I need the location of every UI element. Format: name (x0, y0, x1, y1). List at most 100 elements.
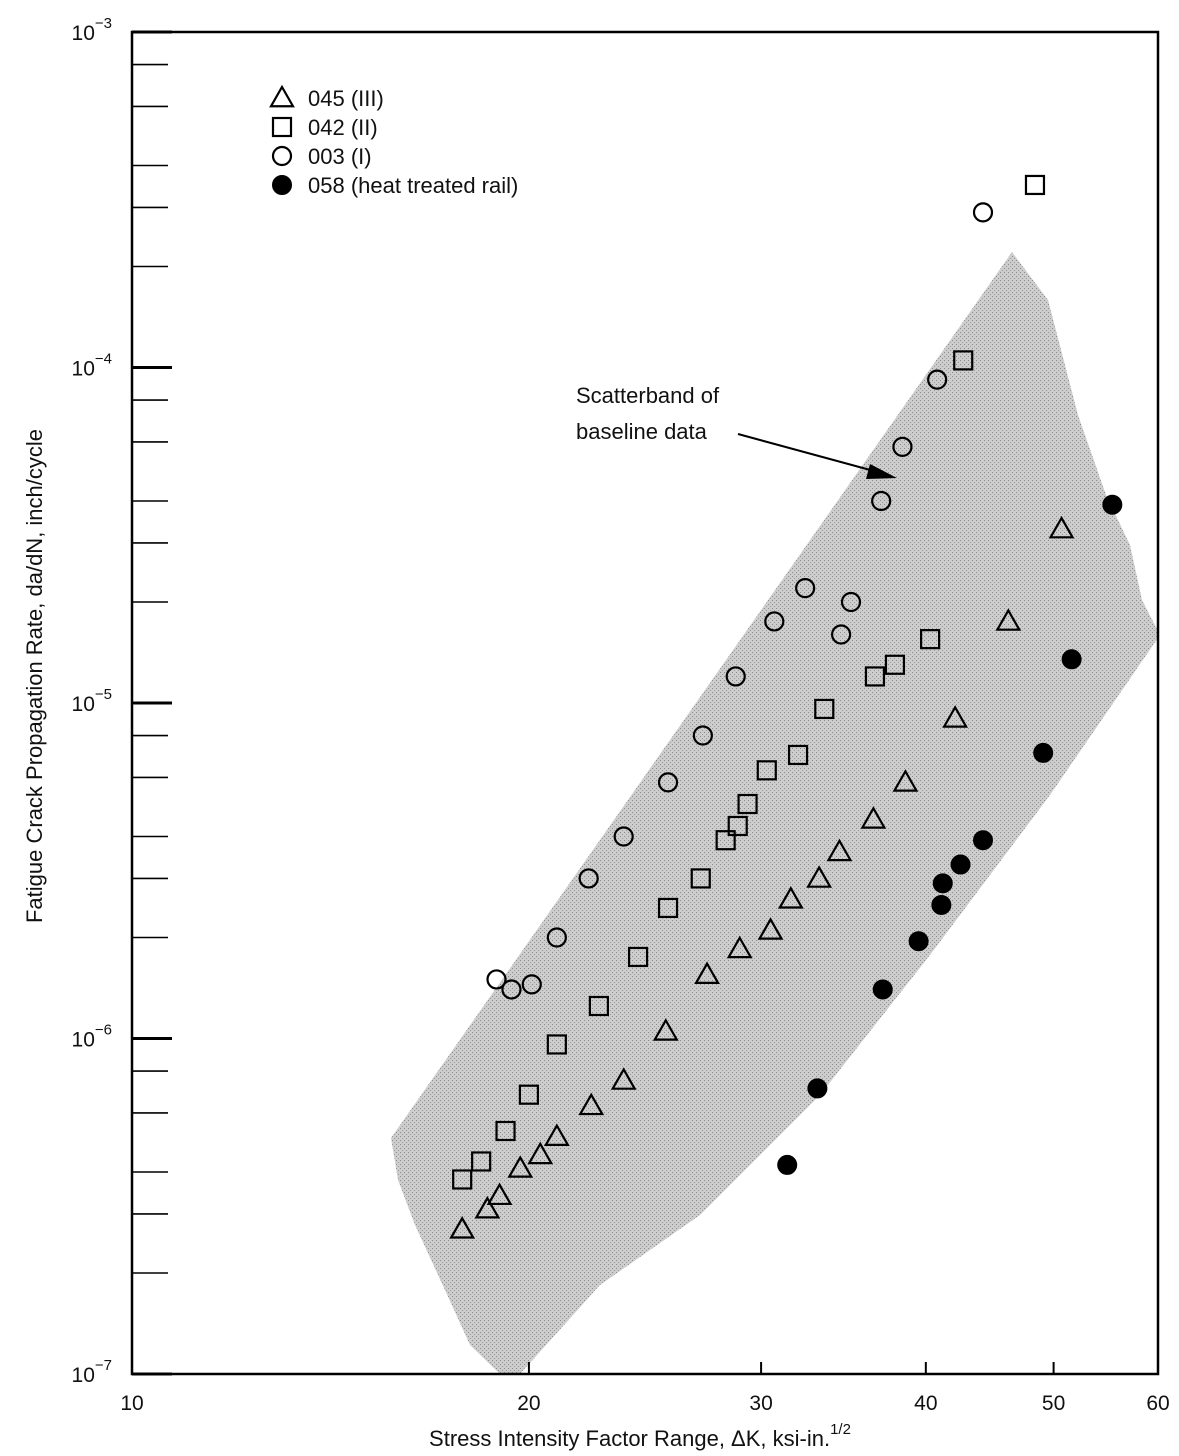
legend: 045 (III) 042 (II) 003 (I) 058 (heat treate… (269, 84, 518, 198)
y-tick-exponent: −6 (95, 1022, 112, 1039)
data-point (726, 935, 753, 959)
data-point (950, 854, 971, 875)
data-point (518, 1084, 540, 1105)
data-point (657, 897, 679, 919)
data-point (652, 1018, 679, 1041)
data-point (725, 666, 746, 687)
annotation-line-1: Scatterband of (576, 383, 720, 408)
y-tick-label: 10−3 (72, 15, 112, 45)
data-point (1048, 515, 1075, 539)
y-tick-label: 10−4 (72, 351, 112, 381)
data-point (884, 654, 906, 675)
y-tick-exponent: −4 (95, 351, 112, 368)
series-2 (486, 202, 994, 1000)
data-point (777, 1154, 798, 1175)
y-tick-exponent: −3 (95, 15, 112, 32)
data-point (1033, 742, 1054, 763)
data-point (627, 946, 649, 968)
y-tick-base: 10 (72, 693, 95, 716)
data-point (578, 1092, 605, 1116)
y-tick-exponent: −7 (95, 1357, 112, 1374)
legend-marker (269, 84, 295, 108)
x-axis-label-sup: 1/2 (830, 1421, 851, 1438)
x-tick-label: 10 (120, 1392, 143, 1415)
annotation-arrow-head (866, 464, 897, 479)
scatterband (391, 252, 1158, 1374)
data-point (932, 873, 953, 894)
y-tick-label: 10−6 (72, 1022, 112, 1052)
data-point (920, 629, 941, 650)
x-tick-label: 50 (1042, 1392, 1065, 1415)
series-0 (449, 515, 1075, 1239)
data-point (507, 1155, 534, 1178)
data-point (578, 868, 599, 889)
x-tick-label: 20 (517, 1392, 540, 1415)
data-point (527, 1141, 554, 1165)
series-1 (452, 174, 1046, 1190)
data-point (452, 1169, 473, 1190)
data-point (657, 772, 679, 793)
x-tick-label: 40 (914, 1392, 937, 1415)
y-minor-ticks (132, 63, 168, 1274)
annotation: Scatterband of baseline data (576, 383, 897, 479)
data-point (727, 815, 748, 837)
data-point (495, 1120, 516, 1142)
series-3 (777, 494, 1123, 1175)
y-tick-label: 10−7 (72, 1357, 112, 1387)
data-point (756, 760, 777, 781)
data-point (501, 979, 522, 1000)
x-axis-label-main: Stress Intensity Factor Range, ΔK, ksi-i… (429, 1426, 830, 1451)
data-point (474, 1195, 501, 1219)
y-tick-base: 10 (72, 358, 95, 381)
data-point (737, 793, 758, 815)
data-points (449, 174, 1123, 1239)
x-axis-label: Stress Intensity Factor Range, ΔK, ksi-i… (429, 1421, 851, 1451)
data-point (892, 769, 919, 792)
y-tick-exponent: −5 (95, 686, 112, 703)
data-point (860, 806, 887, 829)
data-point (486, 969, 507, 990)
data-point (764, 611, 785, 632)
data-point (864, 666, 886, 687)
y-tick-label: 10−5 (72, 686, 112, 716)
data-point (953, 350, 974, 371)
data-point (715, 830, 736, 851)
data-point (777, 886, 804, 909)
data-point (931, 894, 952, 915)
data-point (1061, 649, 1082, 670)
data-point (692, 725, 713, 746)
data-point (1024, 174, 1046, 196)
data-point (613, 826, 634, 847)
y-axis-ticks: 10−710−610−510−410−3 (72, 15, 172, 1387)
data-point (588, 995, 609, 1017)
data-point (942, 705, 969, 728)
data-point (814, 698, 835, 720)
data-point (521, 974, 542, 995)
data-point (972, 830, 993, 851)
legend-label: 045 (III) (308, 86, 384, 111)
data-point (694, 961, 720, 984)
legend-label: 058 (heat treated rail) (308, 173, 518, 198)
data-point (807, 1078, 828, 1099)
data-point (826, 838, 853, 862)
data-point (872, 979, 893, 1000)
data-point (806, 865, 833, 888)
data-point (871, 490, 892, 512)
data-point (546, 1034, 567, 1055)
legend-marker (271, 116, 293, 138)
legend-marker (271, 145, 293, 167)
data-point (543, 1123, 570, 1146)
data-point (892, 436, 913, 457)
data-point (840, 591, 862, 613)
legend-label: 042 (II) (308, 115, 378, 140)
y-tick-base: 10 (72, 1364, 95, 1387)
x-axis-ticks: 10 20 30 40 50 60 (120, 1362, 1170, 1415)
data-point (610, 1067, 637, 1090)
y-axis-label: Fatigue Crack Propagation Rate, da/dN, i… (22, 429, 47, 923)
data-point (546, 927, 567, 948)
y-tick-base: 10 (72, 1029, 95, 1052)
y-tick-base: 10 (72, 22, 95, 45)
legend-marker (272, 175, 292, 195)
data-point (927, 369, 948, 390)
